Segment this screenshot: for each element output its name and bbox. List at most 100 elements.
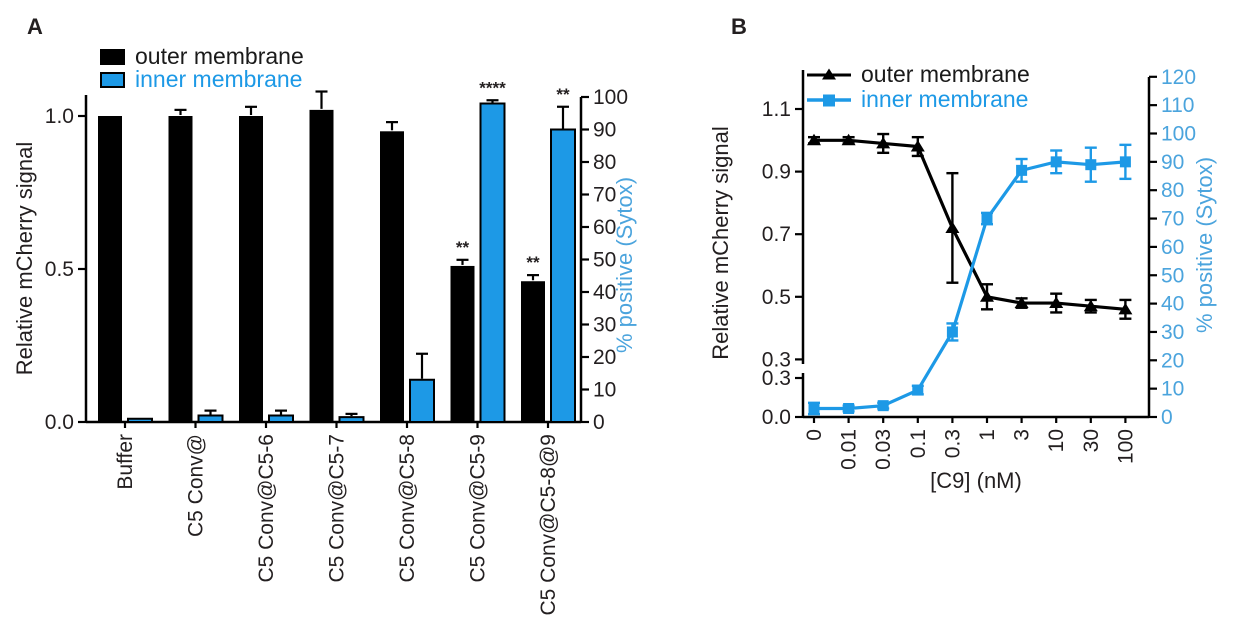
bar-inner-membrane [479, 102, 506, 423]
y-tick-label: 0.0 [762, 406, 791, 429]
y-tick-label: 0.5 [762, 286, 791, 309]
y-axis-title-right: % positive (Sytox) [1192, 157, 1217, 333]
y-tick-label: 80 [593, 151, 616, 174]
y-axis-title-right: % positive (Sytox) [612, 177, 637, 353]
y-tick-label: 10 [1161, 378, 1184, 401]
y-tick-label: 60 [1161, 236, 1184, 259]
y-tick-label: 0 [1161, 406, 1173, 429]
bar-outer-membrane [309, 109, 334, 422]
x-tick-label: C5 Conv@C5-8@9 [537, 434, 560, 616]
data-point-square [1016, 164, 1028, 176]
x-tick-label: C5 Conv@C5-7 [326, 434, 349, 583]
x-tick-label: 0.01 [838, 429, 861, 470]
y-tick-label: 0.7 [762, 223, 791, 246]
x-tick-label: 3 [1011, 429, 1034, 441]
y-tick-label: 80 [1161, 179, 1184, 202]
y-tick-label: 1.1 [762, 98, 791, 121]
bar-inner-membrane [338, 416, 365, 423]
y-tick-label: 100 [593, 86, 628, 109]
bar-inner-membrane [409, 378, 435, 423]
bar-inner-membrane [127, 417, 153, 423]
x-tick-label: 0.03 [872, 429, 895, 470]
outer-membrane-marker-icon [807, 68, 851, 79]
panel-a-legend: outer membrane inner membrane [100, 45, 304, 91]
data-point-triangle [1014, 296, 1029, 309]
y-tick-label: 30 [593, 314, 616, 337]
bar-inner-membrane [550, 128, 576, 423]
data-point-triangle [910, 140, 925, 152]
x-tick-label: 10 [1045, 429, 1068, 452]
inner-membrane-marker-icon [807, 94, 851, 106]
y-tick-label: 0.3 [762, 367, 791, 390]
legend-row-inner-membrane: inner membrane [806, 87, 1030, 112]
bar-outer-membrane [450, 265, 475, 422]
data-point-triangle [876, 136, 891, 149]
y-axis-title-left: Relative mCherry signal [708, 126, 733, 360]
y-tick-label: 110 [1161, 94, 1194, 117]
y-tick-label: 0.3 [762, 348, 791, 371]
data-point-square [912, 384, 924, 396]
legend-label-inner-membrane: inner membrane [861, 86, 1029, 112]
y-tick-label: 60 [593, 216, 616, 239]
panel-a-label: A [27, 14, 43, 39]
y-tick-label: 20 [593, 346, 616, 369]
y-axis-title-left: Relative mCherry signal [12, 142, 37, 376]
y-tick-label: 10 [593, 379, 616, 402]
y-tick-label: 120 [1161, 66, 1196, 89]
x-tick-label: Buffer [114, 434, 137, 490]
y-tick-label: 0 [593, 411, 605, 434]
x-tick-label: 0.3 [941, 429, 964, 458]
y-tick-label: 0.0 [45, 411, 74, 434]
y-tick-label: 50 [1161, 264, 1184, 287]
panel-b-label: B [731, 14, 747, 39]
data-point-triangle [841, 133, 856, 146]
data-point-square [877, 400, 889, 412]
x-tick-label: 100 [1114, 429, 1137, 464]
x-tick-label: 30 [1080, 429, 1103, 452]
significance-label: **** [479, 78, 506, 97]
x-tick-label: C5 Conv@C5-6 [255, 434, 278, 583]
y-tick-label: 40 [593, 281, 616, 304]
y-tick-label: 20 [1161, 349, 1184, 372]
x-tick-label: 1 [976, 429, 999, 441]
legend-label-outer-membrane: outer membrane [135, 43, 304, 69]
x-axis-title: [C9] (nM) [930, 468, 1022, 493]
y-tick-label: 1.0 [45, 105, 74, 128]
y-tick-label: 30 [1161, 321, 1184, 344]
legend-label-inner-membrane: inner membrane [135, 66, 303, 92]
outer-membrane-swatch-icon [100, 48, 125, 65]
data-point-triangle [980, 290, 994, 302]
significance-label: ** [556, 85, 570, 104]
data-point-square [946, 326, 958, 338]
data-point-triangle [945, 221, 960, 233]
y-tick-label: 50 [593, 249, 616, 272]
bar-outer-membrane [380, 131, 404, 423]
significance-label: ** [456, 238, 470, 257]
data-point-square [808, 402, 820, 414]
legend-row-outer-membrane: outer membrane [806, 62, 1030, 87]
y-tick-label: 100 [1161, 123, 1196, 146]
y-tick-label: 90 [593, 119, 616, 142]
data-point-triangle [1118, 302, 1133, 315]
data-point-triangle [1049, 296, 1064, 309]
y-tick-label: 70 [1161, 208, 1184, 231]
legend-row-inner-membrane: inner membrane [100, 68, 304, 91]
data-point-square [1050, 156, 1062, 168]
y-tick-label: 0.9 [762, 161, 791, 184]
bar-inner-membrane [268, 414, 294, 423]
bar-outer-membrane [521, 281, 545, 422]
panel-b-legend: outer membrane inner membrane [806, 62, 1030, 112]
x-tick-label: 0 [803, 429, 826, 441]
data-point-square [1085, 159, 1097, 171]
significance-label: ** [526, 253, 540, 272]
y-tick-label: 90 [1161, 151, 1184, 174]
x-tick-label: C5 Conv@ [185, 434, 208, 537]
data-point-square [843, 402, 855, 414]
data-point-square [1119, 156, 1131, 168]
y-tick-label: 0.5 [45, 258, 74, 281]
series-line-inner-membrane [814, 160, 1126, 411]
y-tick-label: 40 [1161, 293, 1184, 316]
